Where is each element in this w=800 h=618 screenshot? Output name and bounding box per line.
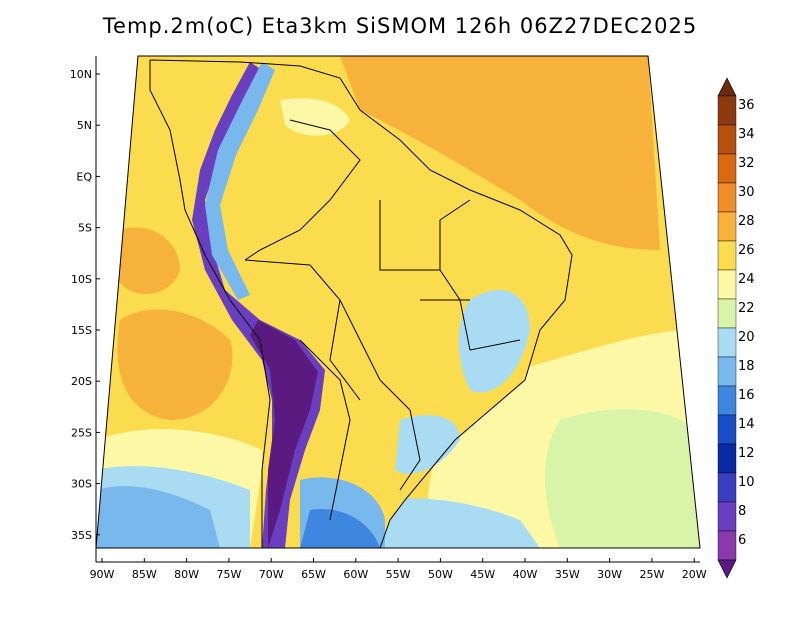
continent-land bbox=[150, 60, 572, 548]
ocean-coldest-sw bbox=[96, 486, 220, 548]
colorbar-segment bbox=[717, 530, 737, 561]
colorbar-label: 36 bbox=[738, 98, 755, 113]
lon-tick-label: 80W bbox=[174, 568, 199, 581]
ocean-warm-pacific bbox=[117, 309, 233, 420]
lon-tick-label: 35W bbox=[555, 568, 580, 581]
colorbar-segment bbox=[717, 124, 737, 155]
lon-tick-label: 30W bbox=[597, 568, 622, 581]
longitude-ticks: 90W 85W 80W 75W 70W 65W 60W 55W 50W 45W 40W 35W 30W 2… bbox=[90, 558, 707, 581]
lat-tick-label: EQ bbox=[76, 170, 92, 183]
lat-tick-label: 25S bbox=[71, 426, 92, 439]
ocean-warm-north bbox=[340, 56, 660, 250]
latitude-ticks: 10N 5N EQ 5S 10S 15S 20S 25S 30S 35S bbox=[70, 68, 100, 542]
colorbar-segment bbox=[717, 95, 737, 126]
land-cold-patagonia bbox=[300, 509, 380, 548]
temperature-field bbox=[96, 56, 700, 548]
lon-tick-label: 65W bbox=[301, 568, 326, 581]
colorbar-segment bbox=[717, 414, 737, 445]
lon-tick-label: 55W bbox=[386, 568, 411, 581]
lat-tick-label: 5N bbox=[77, 119, 92, 132]
colorbar-segment bbox=[717, 472, 737, 503]
lon-tick-label: 50W bbox=[428, 568, 453, 581]
lon-tick-label: 20W bbox=[682, 568, 707, 581]
lon-tick-label: 90W bbox=[90, 568, 115, 581]
lon-tick-label: 85W bbox=[132, 568, 157, 581]
ocean-warm-pacific-2 bbox=[118, 227, 180, 294]
colorbar-label: 6 bbox=[738, 533, 746, 548]
colorbar-label: 22 bbox=[738, 301, 755, 316]
lon-tick-label: 40W bbox=[513, 568, 538, 581]
colorbar-label: 24 bbox=[738, 272, 755, 287]
colorbar-arrow-bottom bbox=[717, 559, 737, 579]
coastline bbox=[149, 59, 573, 549]
border-brazil-inner bbox=[244, 259, 421, 491]
colorbar-segment bbox=[717, 211, 737, 242]
lat-tick-label: 5S bbox=[78, 222, 92, 235]
border-states bbox=[329, 199, 521, 401]
lon-tick-label: 70W bbox=[259, 568, 284, 581]
colorbar-segment bbox=[717, 240, 737, 271]
land-green-north bbox=[280, 98, 350, 136]
border-argentina bbox=[299, 339, 351, 521]
colorbar-segment bbox=[717, 501, 737, 532]
lat-tick-label: 20S bbox=[71, 375, 92, 388]
colorbar-label: 28 bbox=[738, 214, 755, 229]
colorbar-label: 10 bbox=[738, 475, 755, 490]
colorbar-segment bbox=[717, 153, 737, 184]
lat-tick-label: 10S bbox=[71, 273, 92, 286]
colorbar-segment bbox=[717, 182, 737, 213]
land-cooler-east bbox=[458, 290, 530, 393]
colorbar-label: 34 bbox=[738, 127, 755, 142]
colorbar-label: 20 bbox=[738, 330, 755, 345]
ocean-cooler-south bbox=[545, 409, 700, 548]
colorbar-label: 32 bbox=[738, 156, 755, 171]
colorbar-label: 14 bbox=[738, 417, 755, 432]
colorbar-label: 18 bbox=[738, 359, 755, 374]
lon-tick-label: 45W bbox=[470, 568, 495, 581]
colorbar-label: 16 bbox=[738, 388, 755, 403]
ocean-cold-arg bbox=[380, 498, 540, 548]
colorbar-label: 30 bbox=[738, 185, 755, 200]
colorbar-label: 8 bbox=[738, 504, 746, 519]
colorbar-segment bbox=[717, 443, 737, 474]
colorbar: 36 34 32 30 28 26 24 22 20 18 16 14 12 10 8 6 bbox=[717, 77, 755, 579]
lat-tick-label: 15S bbox=[71, 324, 92, 337]
andes-core bbox=[250, 320, 318, 548]
borders bbox=[149, 59, 573, 549]
lat-tick-label: 10N bbox=[70, 68, 92, 81]
map-frame bbox=[95, 55, 701, 549]
border-brazil-west bbox=[244, 119, 361, 261]
colorbar-label: 12 bbox=[738, 446, 755, 461]
colorbar-label: 26 bbox=[738, 243, 755, 258]
colorbar-segment bbox=[717, 385, 737, 416]
colorbar-segment bbox=[717, 327, 737, 358]
map-title: Temp.2m(oC) Eta3km SiSMOM 126h 06Z27DEC2… bbox=[102, 14, 698, 38]
lon-tick-label: 60W bbox=[343, 568, 368, 581]
colorbar-segment bbox=[717, 269, 737, 300]
colorbar-segment bbox=[717, 298, 737, 329]
colorbar-arrow-top bbox=[717, 77, 737, 97]
lon-tick-label: 75W bbox=[216, 568, 241, 581]
lat-tick-label: 30S bbox=[71, 478, 92, 491]
lat-tick-label: 35S bbox=[71, 529, 92, 542]
land-cool-southeast bbox=[395, 415, 460, 474]
andes-flank bbox=[205, 62, 275, 300]
colorbar-segment bbox=[717, 356, 737, 387]
lon-tick-label: 25W bbox=[639, 568, 664, 581]
